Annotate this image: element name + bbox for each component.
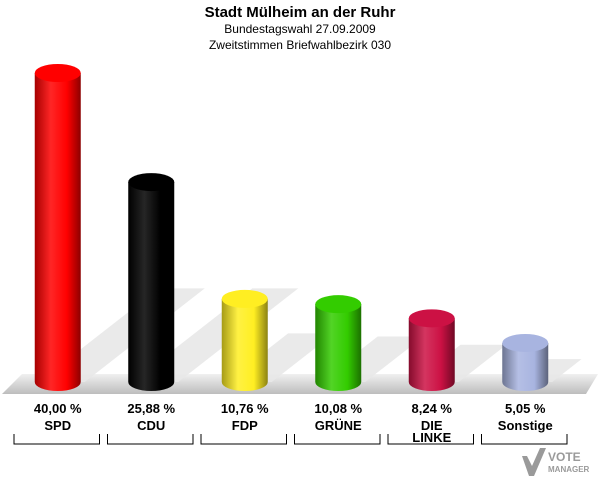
bar — [128, 182, 175, 392]
bar-cap — [408, 309, 455, 328]
category-label: GRÜNE — [315, 418, 362, 433]
bar-cap — [128, 173, 175, 192]
category-label: DIE — [421, 418, 443, 433]
logo-line2: MANAGER — [548, 465, 590, 474]
category-label: SPD — [44, 418, 71, 433]
bar-cap — [502, 333, 549, 352]
bar — [221, 298, 268, 392]
bars — [34, 64, 549, 392]
bar-cap — [315, 295, 362, 314]
bar — [408, 318, 455, 392]
bar-cap — [221, 289, 268, 308]
check-mark-icon — [522, 448, 546, 476]
value-label: 5,05 % — [505, 401, 546, 416]
vote-manager-logo: VOTE MANAGER — [522, 448, 590, 476]
category-bracket — [107, 434, 194, 445]
value-label: 10,76 % — [221, 401, 269, 416]
category-bracket — [13, 434, 100, 445]
category-label: CDU — [137, 418, 165, 433]
labels: 40,00 % SPD 25,88 % CDU 10,76 % FDP 10,08 % GRÜ… — [34, 401, 553, 445]
bar — [502, 342, 549, 392]
category-label: Sonstige — [498, 418, 553, 433]
bar-cap — [34, 64, 81, 82]
bar-shadows — [38, 288, 582, 382]
category-bracket — [294, 434, 381, 445]
category-brackets — [13, 434, 568, 445]
category-label: FDP — [232, 418, 258, 433]
category-bracket — [481, 434, 568, 445]
bar — [34, 73, 81, 392]
chart-subtitle-2: Zweitstimmen Briefwahlbezirk 030 — [208, 38, 392, 52]
category-bracket — [200, 434, 287, 445]
value-label: 25,88 % — [127, 401, 175, 416]
logo-line1: VOTE — [548, 450, 581, 464]
category-label: LINKE — [412, 430, 451, 445]
bar — [315, 304, 362, 392]
value-label: 10,08 % — [314, 401, 362, 416]
chart-title: Stadt Mülheim an der Ruhr — [204, 4, 396, 21]
value-label: 40,00 % — [34, 401, 82, 416]
chart-subtitle: Bundestagswahl 27.09.2009 — [224, 22, 376, 36]
category-bracket — [387, 434, 474, 445]
value-label: 8,24 % — [412, 401, 453, 416]
